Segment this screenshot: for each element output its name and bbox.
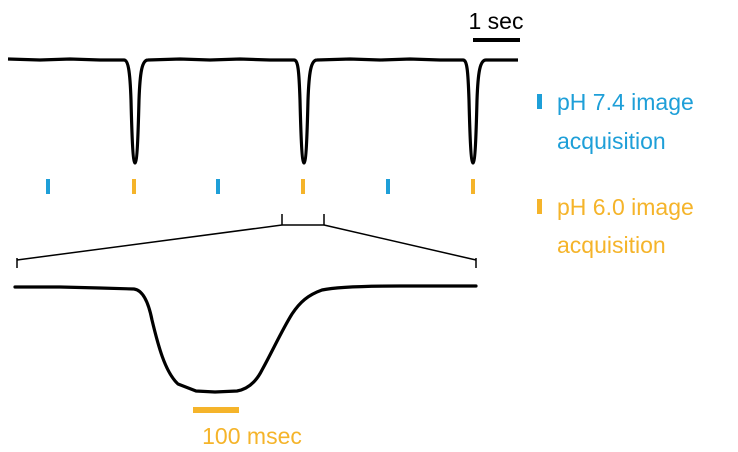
- legend-item-ph60: pH 6.0 image acquisition: [537, 194, 694, 258]
- top-scale-bar: 1 sec: [469, 8, 524, 42]
- acquisition-ticks: [46, 179, 475, 194]
- legend-item-ph74: pH 7.4 image acquisition: [537, 89, 694, 154]
- zoom-line-left: [16, 224, 283, 261]
- legend-swatch-ph74: [537, 94, 542, 109]
- legend-label-ph60-line1: pH 6.0 image: [557, 194, 694, 220]
- legend-swatch-ph60: [537, 199, 542, 214]
- zoomed-trace: [13, 284, 478, 394]
- legend-label-ph74-line2: acquisition: [557, 128, 666, 154]
- bottom-scale-bar: 100 msec: [193, 407, 302, 449]
- top-scale-bar-label: 1 sec: [469, 8, 524, 34]
- zoom-bracket: [16, 214, 477, 268]
- legend: pH 7.4 image acquisition pH 6.0 image ac…: [537, 89, 694, 258]
- legend-label-ph60-line2: acquisition: [557, 232, 666, 258]
- legend-label-ph74-line1: pH 7.4 image: [557, 89, 694, 115]
- zoom-line-right: [323, 224, 477, 261]
- top-trace: [7, 57, 518, 165]
- bottom-scale-bar-label: 100 msec: [202, 423, 302, 449]
